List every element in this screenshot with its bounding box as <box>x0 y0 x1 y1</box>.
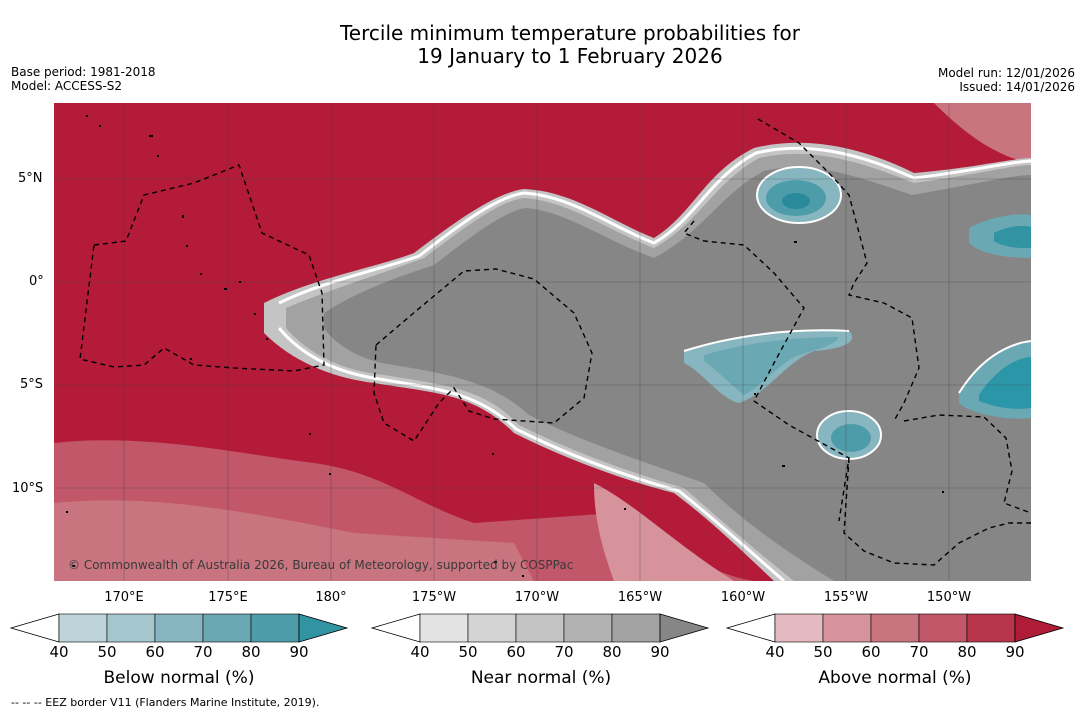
map-gridlines <box>54 103 1031 581</box>
map-copyright: © Commonwealth of Australia 2026, Bureau… <box>68 558 574 572</box>
lat-label-5n: 5°N <box>18 171 43 186</box>
colorbar-above-tick: 60 <box>861 643 881 661</box>
colorbar-below-tick: 90 <box>289 643 309 661</box>
colorbar-below-tick: 70 <box>193 643 213 661</box>
colorbar-above-tick: 50 <box>813 643 833 661</box>
lon-label-170e: 170°E <box>104 590 144 605</box>
above-normal-shade-sw-inner <box>54 500 534 581</box>
colorbar-near-segment <box>563 613 613 643</box>
model-run: Model run: 12/01/2026 <box>937 66 1075 80</box>
colorbar-below-segment <box>154 613 204 643</box>
colorbar-near-tick: 50 <box>458 643 478 661</box>
colorbar-above-segment <box>774 613 824 643</box>
colorbar-below-segment <box>106 613 156 643</box>
colorbar-near <box>370 613 710 643</box>
below-normal-pocket-1 <box>756 166 842 224</box>
colorbar-above-min-arrow <box>725 613 776 643</box>
colorbar-above-tick: 70 <box>909 643 929 661</box>
issued-date: Issued: 14/01/2026 <box>959 80 1075 94</box>
colorbar-below-segment <box>202 613 252 643</box>
above-normal-shade-s <box>594 483 734 581</box>
colorbar-above-max-arrow <box>1014 613 1065 643</box>
colorbar-below-label: Below normal (%) <box>103 668 255 688</box>
below-normal-pocket-5 <box>958 340 1031 419</box>
map-svg <box>54 103 1031 581</box>
colorbar-near-segment <box>611 613 661 643</box>
lat-label-10s: 10°S <box>12 481 44 496</box>
meta-left: Base period: 1981-2018 Model: ACCESS-S2 <box>11 65 156 93</box>
colorbar-svg <box>9 613 1065 643</box>
colorbar-near-tick: 60 <box>506 643 526 661</box>
below-normal-pocket-4 <box>816 410 882 460</box>
colorbar-above-tick: 40 <box>765 643 785 661</box>
title-line-2: 19 January to 1 February 2026 <box>417 44 723 68</box>
colorbar-near-segment <box>419 613 469 643</box>
colorbar-below <box>9 613 349 643</box>
colorbar-above-label: Above normal (%) <box>818 668 972 688</box>
near-normal-boundary-n <box>278 146 1031 305</box>
colorbar-above-segment <box>822 613 872 643</box>
colorbar-near-tick: 70 <box>554 643 574 661</box>
lon-label-150w: 150°W <box>926 590 972 605</box>
colorbar-above <box>725 613 1065 643</box>
lon-label-180: 180° <box>315 590 347 605</box>
colorbar-near-label: Near normal (%) <box>470 668 612 688</box>
base-period: Base period: 1981-2018 <box>11 65 156 79</box>
colorbar-above-segment <box>870 613 920 643</box>
colorbar-above-segment <box>918 613 968 643</box>
eez-borders <box>79 118 1031 566</box>
colorbar-near-segment <box>467 613 517 643</box>
colorbar-near-tick: 90 <box>650 643 670 661</box>
lon-label-165w: 165°W <box>617 590 663 605</box>
lon-label-175e: 175°E <box>208 590 248 605</box>
eez-footnote: -- -- -- EEZ border V11 (Flanders Marine… <box>11 696 320 709</box>
probability-map <box>54 103 1031 581</box>
near-normal-core <box>324 167 1031 581</box>
colorbar-near-tick: 40 <box>410 643 430 661</box>
colorbar-above-tick: 90 <box>1005 643 1025 661</box>
title-line-1: Tercile minimum temperature probabilitie… <box>339 21 801 45</box>
colorbar-below-tick: 40 <box>49 643 69 661</box>
colorbar-near-max-arrow <box>659 613 710 643</box>
model-name: Model: ACCESS-S2 <box>11 79 123 93</box>
colorbar-below-segment <box>58 613 108 643</box>
colorbar-above-segment <box>966 613 1016 643</box>
above-normal-shade-ne <box>934 103 1031 163</box>
colorbar-near-tick: 80 <box>602 643 622 661</box>
colorbar-below-tick: 50 <box>97 643 117 661</box>
lat-label-0: 0° <box>29 274 44 289</box>
below-normal-pocket-2 <box>969 214 1031 258</box>
colorbar-below-min-arrow <box>9 613 60 643</box>
lat-label-5s: 5°S <box>20 377 44 392</box>
colorbar-near-segment <box>515 613 565 643</box>
lon-label-175w: 175°W <box>411 590 457 605</box>
colorbar-below-tick: 60 <box>145 643 165 661</box>
lon-label-170w: 170°W <box>514 590 560 605</box>
colorbar-below-segment <box>250 613 300 643</box>
lon-label-155w: 155°W <box>823 590 869 605</box>
colorbar-below-tick: 80 <box>241 643 261 661</box>
meta-right: Model run: 12/01/2026 Issued: 14/01/2026 <box>938 66 1075 94</box>
lon-label-160w: 160°W <box>720 590 766 605</box>
colorbar-below-max-arrow <box>298 613 349 643</box>
colorbar-near-min-arrow <box>370 613 421 643</box>
near-normal-boundary-s <box>277 327 785 581</box>
colorbar-above-tick: 80 <box>957 643 977 661</box>
island-markers <box>66 115 944 577</box>
chart-title: Tercile minimum temperature probabilitie… <box>0 22 1085 68</box>
